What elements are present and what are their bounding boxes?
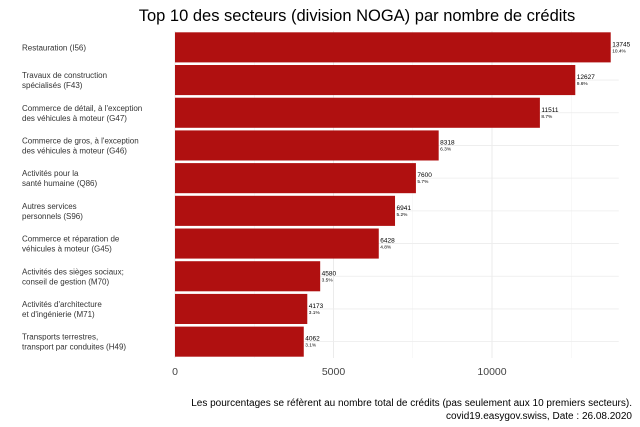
bar <box>175 228 379 259</box>
category-label: Transports terrestres, transport par cond… <box>22 333 126 352</box>
percent-label: 10.4% <box>612 48 626 54</box>
percent-label: 4.8% <box>380 245 392 251</box>
value-label: 6941 <box>397 205 412 212</box>
percent-label: 6.3% <box>440 146 452 152</box>
x-tick-label: 10000 <box>477 366 506 378</box>
value-label: 4580 <box>322 270 337 277</box>
caption-source: covid19.easygov.swiss, Date : 26.08.2020 <box>446 411 632 422</box>
value-label: 6428 <box>380 238 395 245</box>
category-label: Commerce de gros, à l'exception des véhic… <box>22 136 139 155</box>
bar <box>175 32 611 63</box>
percent-label: 5.7% <box>417 179 429 185</box>
value-label: 7600 <box>417 172 432 179</box>
category-label: Travaux de construction spécialisés (F43) <box>22 71 107 90</box>
bar <box>175 97 540 128</box>
percent-label: 3.1% <box>309 310 321 316</box>
value-label: 12627 <box>577 74 595 81</box>
value-label: 8318 <box>440 139 455 146</box>
bar <box>175 261 321 292</box>
percent-label: 8.7% <box>541 114 553 120</box>
category-label: Activités des sièges sociaux; conseil de … <box>22 267 124 286</box>
bar <box>175 65 576 96</box>
bar <box>175 326 304 357</box>
value-label: 4173 <box>309 303 324 310</box>
category-label: Restauration (I56) <box>22 43 86 52</box>
percent-label: 3.1% <box>305 343 317 349</box>
category-label: Autres services personnels (S96) <box>22 202 83 221</box>
category-label: Activités d'architecture et d'ingénierie … <box>22 300 102 319</box>
x-tick-label: 0 <box>172 366 178 378</box>
bar <box>175 163 416 194</box>
x-axis-ticks: 0 5000 10000 <box>172 366 507 378</box>
category-label: Commerce et réparation de véhicules à mot… <box>22 235 120 254</box>
category-labels: Restauration (I56) Travaux de constructio… <box>22 43 142 351</box>
bar <box>175 293 308 324</box>
chart-title: Top 10 des secteurs (division NOGA) par … <box>139 7 576 25</box>
bar <box>175 195 396 226</box>
value-label: 4062 <box>305 336 320 343</box>
percent-label: 5.2% <box>397 212 409 218</box>
caption-note: Les pourcentages se réfèrent au nombre t… <box>191 398 632 409</box>
x-tick-label: 5000 <box>322 366 346 378</box>
category-label: Activités pour la santé humaine (Q86) <box>22 169 97 188</box>
percent-label: 9.6% <box>577 81 589 87</box>
value-label: 13745 <box>612 41 630 48</box>
value-label: 11511 <box>541 107 558 114</box>
bar <box>175 130 439 161</box>
category-label: Commerce de détail, à l'exception des véh… <box>22 104 142 123</box>
percent-label: 3.5% <box>322 277 334 283</box>
